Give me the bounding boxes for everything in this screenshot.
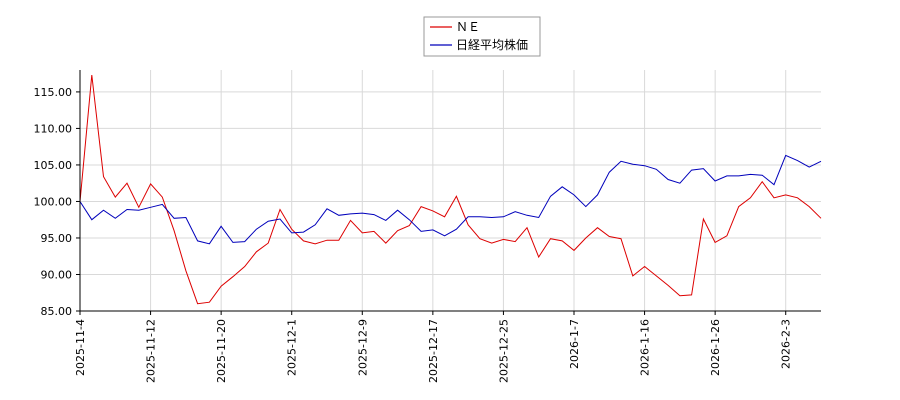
x-tick-label: 2026-1-26	[709, 319, 722, 376]
x-tick-label: 2025-12-25	[497, 319, 510, 383]
legend-label-ne: ＮＥ	[456, 20, 480, 34]
series-layer	[79, 75, 822, 305]
series-line-nikkei	[79, 154, 822, 245]
legend-label-nikkei: 日経平均株価	[456, 37, 528, 52]
legend: ＮＥ 日経平均株価	[423, 16, 541, 57]
x-tick-label: 2026-1-7	[568, 319, 581, 369]
x-tick-label: 2025-11-20	[215, 319, 228, 383]
x-tick-label: 2025-12-1	[286, 319, 299, 376]
x-tick-label: 2026-2-3	[780, 319, 793, 369]
x-tick-label: 2025-11-4	[74, 319, 87, 376]
x-tick-label: 2025-11-12	[145, 319, 158, 383]
grid-layer	[79, 70, 821, 312]
legend-box	[423, 16, 541, 57]
y-tick-labels: 85.00 90.00 95.00 100.00 105.00 110.00 115.00	[34, 86, 80, 318]
x-tick-label: 2026-1-16	[639, 319, 652, 376]
y-tick-label: 95.00	[41, 232, 73, 245]
axis-layer	[79, 70, 821, 312]
x-tick-label: 2025-12-9	[356, 319, 369, 376]
y-tick-label: 115.00	[34, 86, 73, 99]
x-tick-label: 2025-12-17	[427, 319, 440, 383]
y-tick-label: 90.00	[41, 268, 73, 281]
series-line-ne	[79, 75, 822, 305]
y-tick-label: 105.00	[34, 159, 73, 172]
y-tick-label: 85.00	[41, 305, 73, 318]
x-tick-labels: 2025-11-4 2025-11-12 2025-11-20 2025-12-1 20…	[74, 311, 793, 383]
y-tick-label: 100.00	[34, 195, 73, 208]
y-tick-label: 110.00	[34, 122, 73, 135]
